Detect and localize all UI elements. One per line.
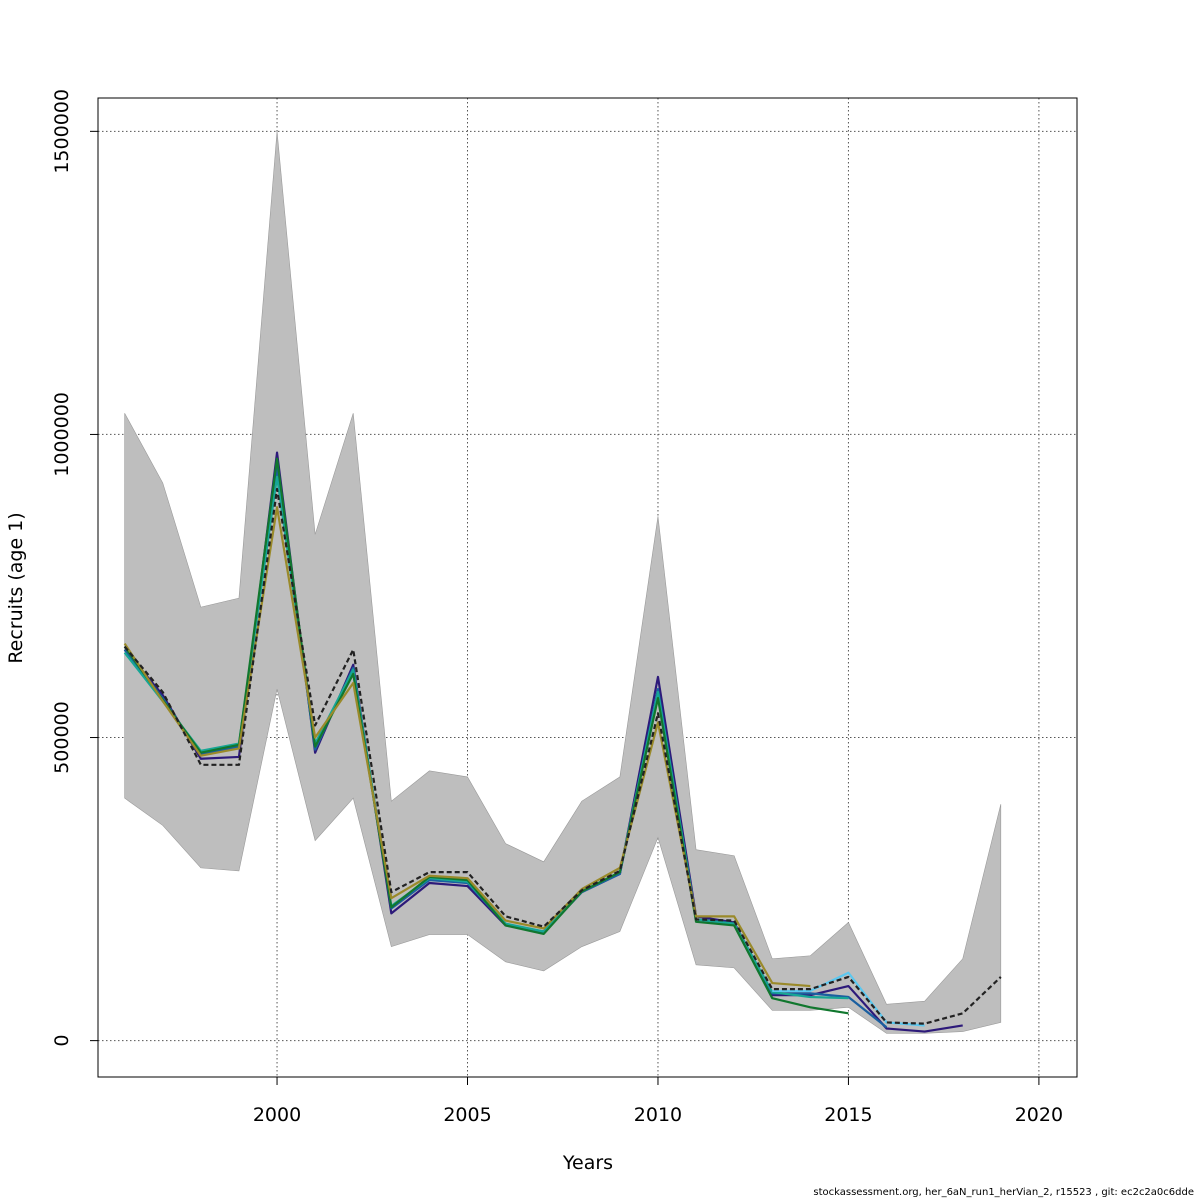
confidence-band <box>124 131 1002 1034</box>
confidence-band-layer <box>124 131 1002 1034</box>
y-tick-label: 1500000 <box>51 89 73 174</box>
x-tick-label: 2005 <box>443 1104 491 1126</box>
plot-frame <box>97 97 1078 1078</box>
series-line-4 <box>123 457 849 1015</box>
y-tick-label: 1000000 <box>51 392 73 477</box>
series-line-5 <box>123 506 811 988</box>
x-tick-label: 2015 <box>824 1104 872 1126</box>
series-layer <box>123 451 1002 1033</box>
x-axis-ticks: 2000 2005 2010 2015 2020 <box>253 1077 1063 1126</box>
y-axis-title: Recruits (age 1) <box>5 512 27 663</box>
y-axis-ticks: 0 500000 1000000 1500000 <box>51 89 98 1047</box>
series-line-0 <box>123 487 1002 1025</box>
x-tick-label: 2020 <box>1015 1104 1063 1126</box>
y-tick-label: 0 <box>51 1035 73 1047</box>
y-tick-label: 500000 <box>51 701 73 774</box>
x-axis-title: Years <box>562 1152 613 1174</box>
footer-credit: stockassessment.org, her_6aN_run1_herVia… <box>813 1187 1194 1198</box>
x-tick-label: 2010 <box>634 1104 682 1126</box>
x-tick-label: 2000 <box>253 1104 301 1126</box>
